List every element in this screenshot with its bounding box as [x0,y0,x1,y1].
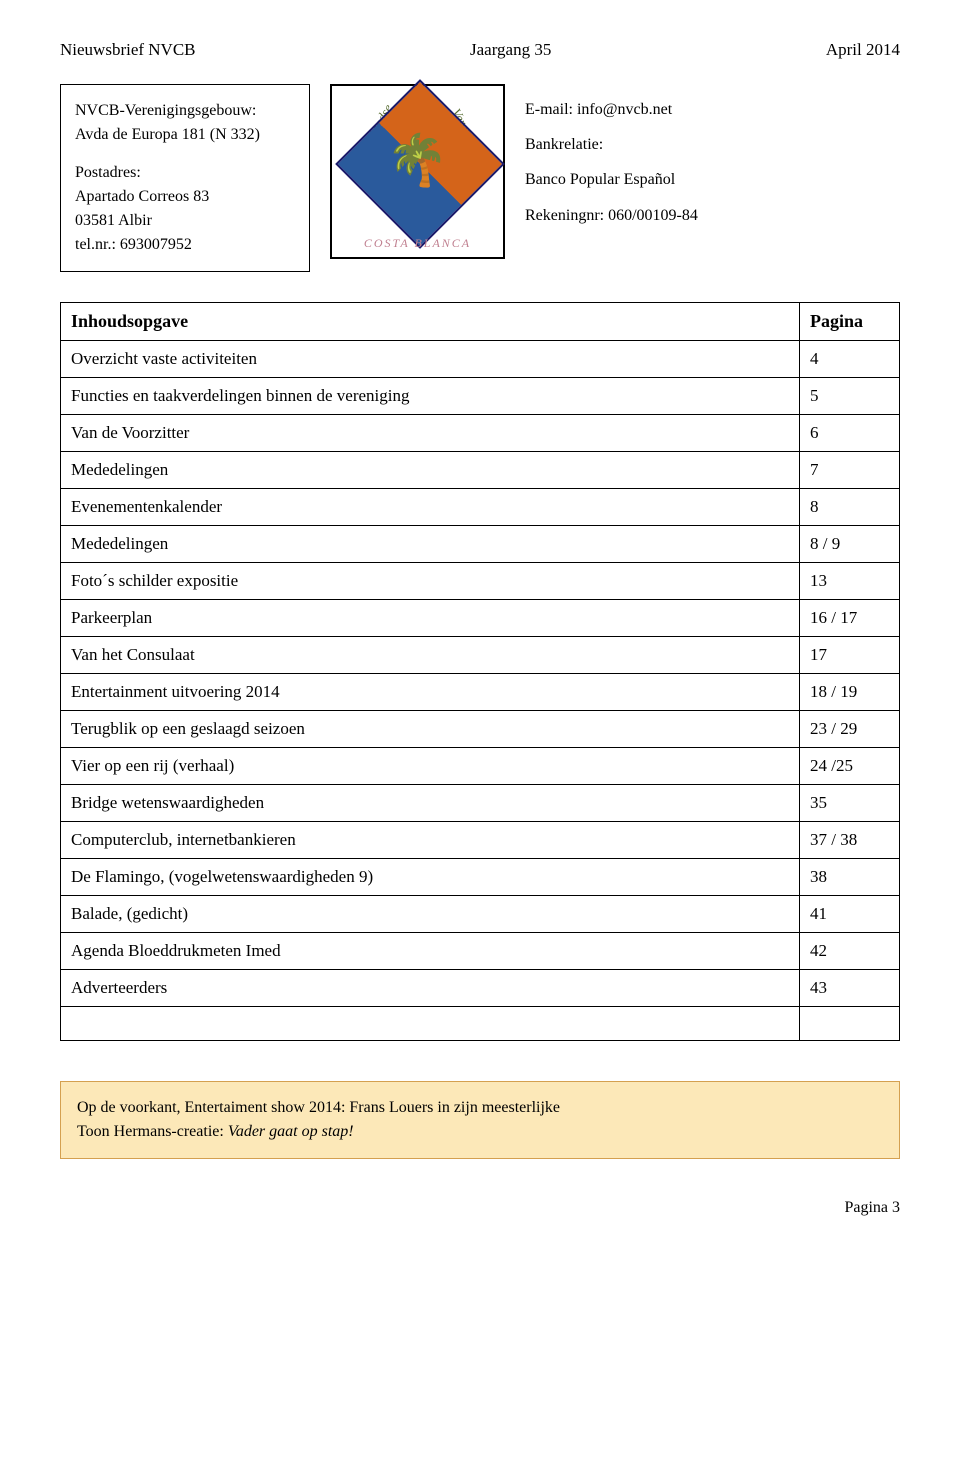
toc-header-label: Inhoudsopgave [61,303,800,341]
toc-item-label: Computerclub, internetbankieren [61,822,800,859]
page-header: Nieuwsbrief NVCB Jaargang 35 April 2014 [60,40,900,60]
toc-item-page: 16 / 17 [800,600,900,637]
page-number: Pagina 3 [60,1199,900,1217]
toc-item-page: 23 / 29 [800,711,900,748]
toc-item-page: 43 [800,970,900,1007]
address-line: Apartado Correos 83 [75,185,295,209]
cover-caption-box: Op de voorkant, Entertaiment show 2014: … [60,1081,900,1159]
toc-empty-cell [800,1007,900,1041]
toc-item-page: 37 / 38 [800,822,900,859]
toc-row: Bridge wetenswaardigheden35 [61,785,900,822]
toc-item-label: Mededelingen [61,526,800,563]
table-of-contents: Inhoudsopgave Pagina Overzicht vaste act… [60,302,900,1041]
toc-row: Foto´s schilder expositie13 [61,563,900,600]
caption-italic: Vader gaat op stap! [228,1123,354,1140]
caption-line1: Op de voorkant, Entertaiment show 2014: … [77,1099,560,1116]
toc-item-page: 5 [800,378,900,415]
toc-empty-cell [61,1007,800,1041]
toc-item-page: 7 [800,452,900,489]
toc-item-page: 8 [800,489,900,526]
toc-item-label: De Flamingo, (vogelwetenswaardigheden 9) [61,859,800,896]
toc-header-row: Inhoudsopgave Pagina [61,303,900,341]
toc-item-page: 42 [800,933,900,970]
toc-item-page: 38 [800,859,900,896]
palm-tree-icon: 🌴 [386,131,448,190]
toc-item-label: Terugblik op een geslaagd seizoen [61,711,800,748]
toc-row: Adverteerders43 [61,970,900,1007]
logo-bottom-text: COSTA BLANCA [332,236,503,251]
toc-row: Van de Voorzitter6 [61,415,900,452]
address-line: tel.nr.: 693007952 [75,233,295,257]
toc-item-page: 13 [800,563,900,600]
toc-header-page: Pagina [800,303,900,341]
toc-row: Mededelingen7 [61,452,900,489]
toc-item-page: 24 /25 [800,748,900,785]
toc-item-label: Adverteerders [61,970,800,1007]
toc-row: Parkeerplan16 / 17 [61,600,900,637]
header-center: Jaargang 35 [470,40,551,60]
toc-item-page: 41 [800,896,900,933]
toc-row: Van het Consulaat17 [61,637,900,674]
toc-item-label: Overzicht vaste activiteiten [61,341,800,378]
toc-row: Functies en taakverdelingen binnen de ve… [61,378,900,415]
toc-row: Entertainment uitvoering 201418 / 19 [61,674,900,711]
bank-relation-label: Bankrelatie: [525,127,698,162]
toc-row: Overzicht vaste activiteiten4 [61,341,900,378]
toc-item-label: Functies en taakverdelingen binnen de ve… [61,378,800,415]
toc-row: Agenda Bloeddrukmeten Imed42 [61,933,900,970]
address-line: Postadres: [75,161,295,185]
header-left: Nieuwsbrief NVCB [60,40,196,60]
toc-item-page: 4 [800,341,900,378]
toc-item-page: 35 [800,785,900,822]
header-right: April 2014 [826,40,900,60]
address-line: NVCB-Verenigingsgebouw: [75,99,295,123]
toc-item-label: Mededelingen [61,452,800,489]
toc-row: Vier op een rij (verhaal)24 /25 [61,748,900,785]
toc-item-label: Balade, (gedicht) [61,896,800,933]
toc-row: Mededelingen8 / 9 [61,526,900,563]
toc-item-label: Entertainment uitvoering 2014 [61,674,800,711]
toc-item-label: Evenementenkalender [61,489,800,526]
toc-item-label: Van het Consulaat [61,637,800,674]
caption-line2: Toon Hermans-creatie: [77,1123,228,1140]
toc-item-page: 17 [800,637,900,674]
toc-item-page: 6 [800,415,900,452]
toc-item-label: Vier op een rij (verhaal) [61,748,800,785]
toc-row: Evenementenkalender8 [61,489,900,526]
toc-item-label: Agenda Bloeddrukmeten Imed [61,933,800,970]
toc-item-label: Van de Voorzitter [61,415,800,452]
address-box: NVCB-Verenigingsgebouw: Avda de Europa 1… [60,84,310,272]
email-line: E-mail: info@nvcb.net [525,92,698,127]
toc-item-label: Parkeerplan [61,600,800,637]
toc-empty-row [61,1007,900,1041]
toc-row: Computerclub, internetbankieren37 / 38 [61,822,900,859]
address-line: 03581 Albir [75,209,295,233]
toc-row: Terugblik op een geslaagd seizoen23 / 29 [61,711,900,748]
club-logo: Nederlandse Vereniging 🌴 COSTA BLANCA [330,84,505,259]
bank-name: Banco Popular Español [525,162,698,197]
toc-item-label: Foto´s schilder expositie [61,563,800,600]
toc-item-page: 18 / 19 [800,674,900,711]
account-number: Rekeningnr: 060/00109-84 [525,198,698,233]
toc-row: De Flamingo, (vogelwetenswaardigheden 9)… [61,859,900,896]
toc-row: Balade, (gedicht)41 [61,896,900,933]
toc-item-page: 8 / 9 [800,526,900,563]
top-info-row: NVCB-Verenigingsgebouw: Avda de Europa 1… [60,84,900,272]
bank-info-box: E-mail: info@nvcb.net Bankrelatie: Banco… [525,84,698,233]
address-line: Avda de Europa 181 (N 332) [75,123,295,147]
toc-item-label: Bridge wetenswaardigheden [61,785,800,822]
